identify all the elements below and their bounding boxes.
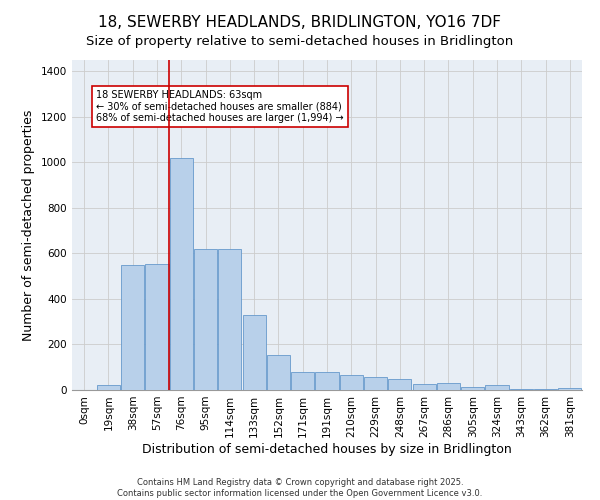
Bar	[340, 375, 363, 390]
Bar	[267, 354, 290, 390]
Bar	[559, 388, 581, 390]
Bar	[388, 378, 412, 390]
Bar	[218, 249, 241, 390]
Bar	[242, 315, 266, 390]
Bar	[316, 372, 338, 390]
Bar	[194, 249, 217, 390]
Text: Contains HM Land Registry data © Crown copyright and database right 2025.
Contai: Contains HM Land Registry data © Crown c…	[118, 478, 482, 498]
Bar	[121, 265, 144, 390]
Bar	[145, 264, 169, 390]
Bar	[510, 389, 533, 390]
Text: 18, SEWERBY HEADLANDS, BRIDLINGTON, YO16 7DF: 18, SEWERBY HEADLANDS, BRIDLINGTON, YO16…	[98, 15, 502, 30]
Bar	[485, 386, 509, 390]
Bar	[291, 372, 314, 390]
Bar	[97, 386, 120, 390]
Bar	[413, 384, 436, 390]
Text: 18 SEWERBY HEADLANDS: 63sqm
← 30% of semi-detached houses are smaller (884)
68% : 18 SEWERBY HEADLANDS: 63sqm ← 30% of sem…	[96, 90, 344, 123]
X-axis label: Distribution of semi-detached houses by size in Bridlington: Distribution of semi-detached houses by …	[142, 442, 512, 456]
Bar	[170, 158, 193, 390]
Bar	[437, 383, 460, 390]
Y-axis label: Number of semi-detached properties: Number of semi-detached properties	[22, 110, 35, 340]
Bar	[364, 378, 387, 390]
Text: Size of property relative to semi-detached houses in Bridlington: Size of property relative to semi-detach…	[86, 35, 514, 48]
Bar	[461, 386, 484, 390]
Bar	[534, 389, 557, 390]
